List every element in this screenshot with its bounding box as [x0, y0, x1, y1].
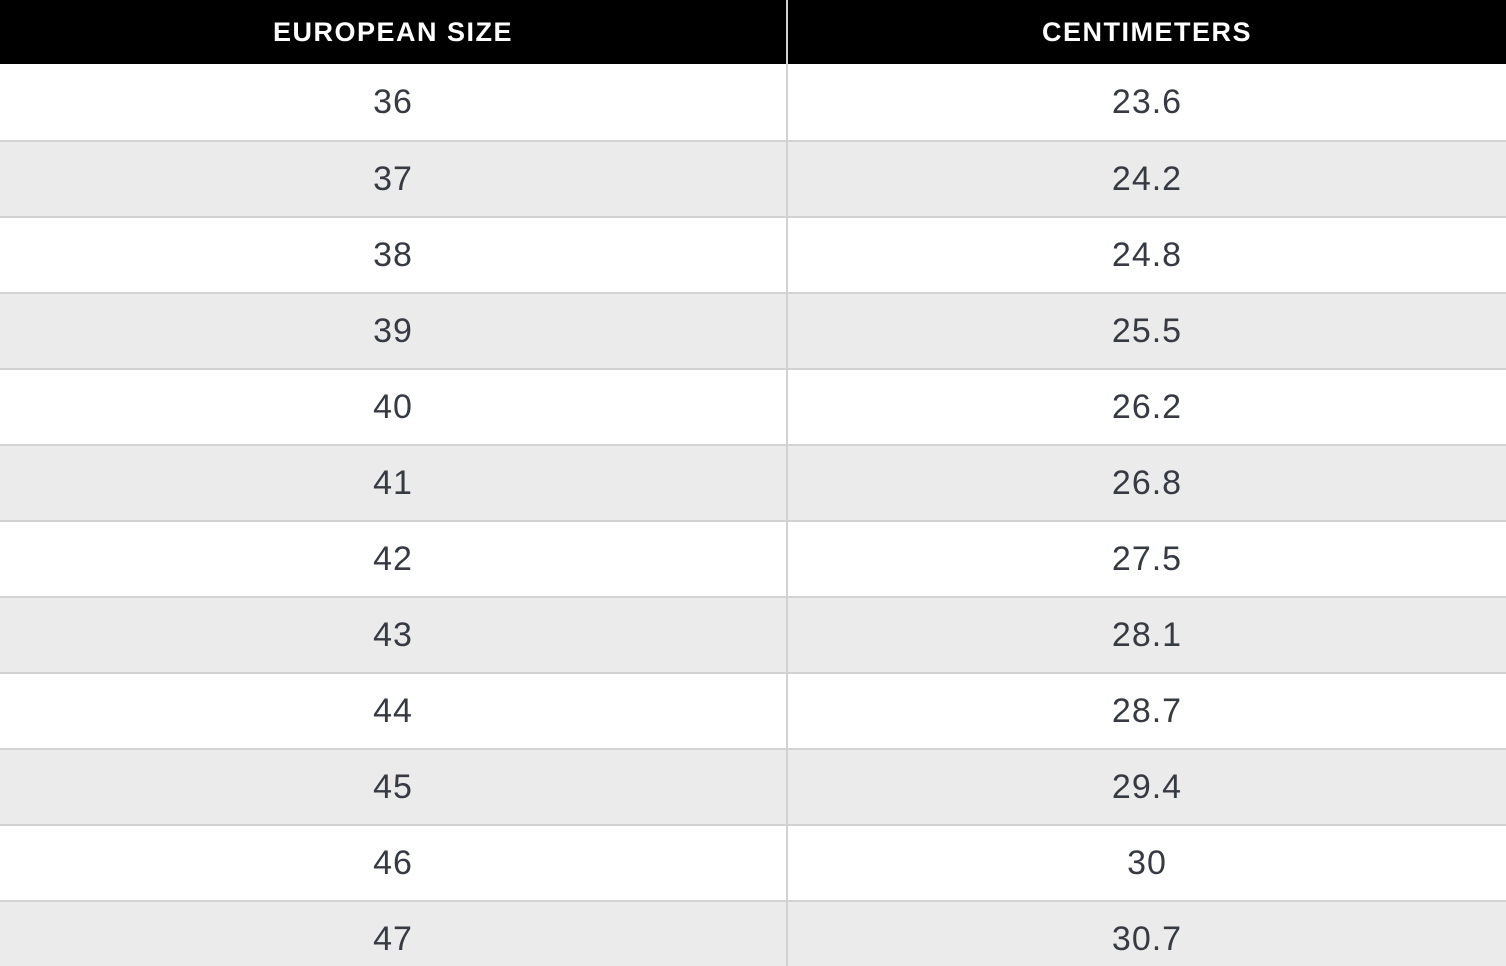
table-body: 36 23.6 37 24.2 38 24.8 39 25.5 40 26.2 … — [0, 64, 1506, 966]
table-row: 39 25.5 — [0, 292, 1506, 368]
cm-cell: 27.5 — [1111, 539, 1183, 578]
table-row: 41 26.8 — [0, 444, 1506, 520]
table-row: 42 27.5 — [0, 520, 1506, 596]
cm-cell: 30.7 — [1111, 919, 1183, 958]
table-row: 46 30 — [0, 824, 1506, 900]
size-cell: 45 — [0, 750, 788, 824]
table-header-row: EUROPEAN SIZE CENTIMETERS — [0, 0, 1506, 64]
table-row: 44 28.7 — [0, 672, 1506, 748]
cm-cell: 30 — [1127, 843, 1167, 882]
cm-cell: 26.2 — [1111, 387, 1183, 426]
size-cell: 39 — [0, 294, 788, 368]
table-row: 36 23.6 — [0, 64, 1506, 140]
cm-cell: 25.5 — [1111, 311, 1183, 350]
column-header-european-size: EUROPEAN SIZE — [0, 0, 788, 64]
table-row: 45 29.4 — [0, 748, 1506, 824]
size-cell: 46 — [0, 826, 788, 900]
table-row: 47 30.7 — [0, 900, 1506, 966]
column-header-centimeters: CENTIMETERS — [1041, 16, 1252, 47]
size-cell: 38 — [0, 218, 788, 292]
table-row: 37 24.2 — [0, 140, 1506, 216]
cm-cell: 28.7 — [1111, 691, 1183, 730]
size-cell: 44 — [0, 674, 788, 748]
table-row: 38 24.8 — [0, 216, 1506, 292]
size-cell: 42 — [0, 522, 788, 596]
table-row: 40 26.2 — [0, 368, 1506, 444]
size-cell: 36 — [0, 64, 788, 140]
cm-cell: 23.6 — [1111, 82, 1183, 121]
size-cell: 40 — [0, 370, 788, 444]
cm-cell: 24.8 — [1111, 235, 1183, 274]
size-cell: 43 — [0, 598, 788, 672]
size-cell: 37 — [0, 142, 788, 216]
cm-cell: 26.8 — [1111, 463, 1183, 502]
size-cell: 47 — [0, 902, 788, 966]
cm-cell: 24.2 — [1111, 159, 1183, 198]
table-row: 43 28.1 — [0, 596, 1506, 672]
size-cell: 41 — [0, 446, 788, 520]
cm-cell: 29.4 — [1111, 767, 1183, 806]
cm-cell: 28.1 — [1111, 615, 1183, 654]
